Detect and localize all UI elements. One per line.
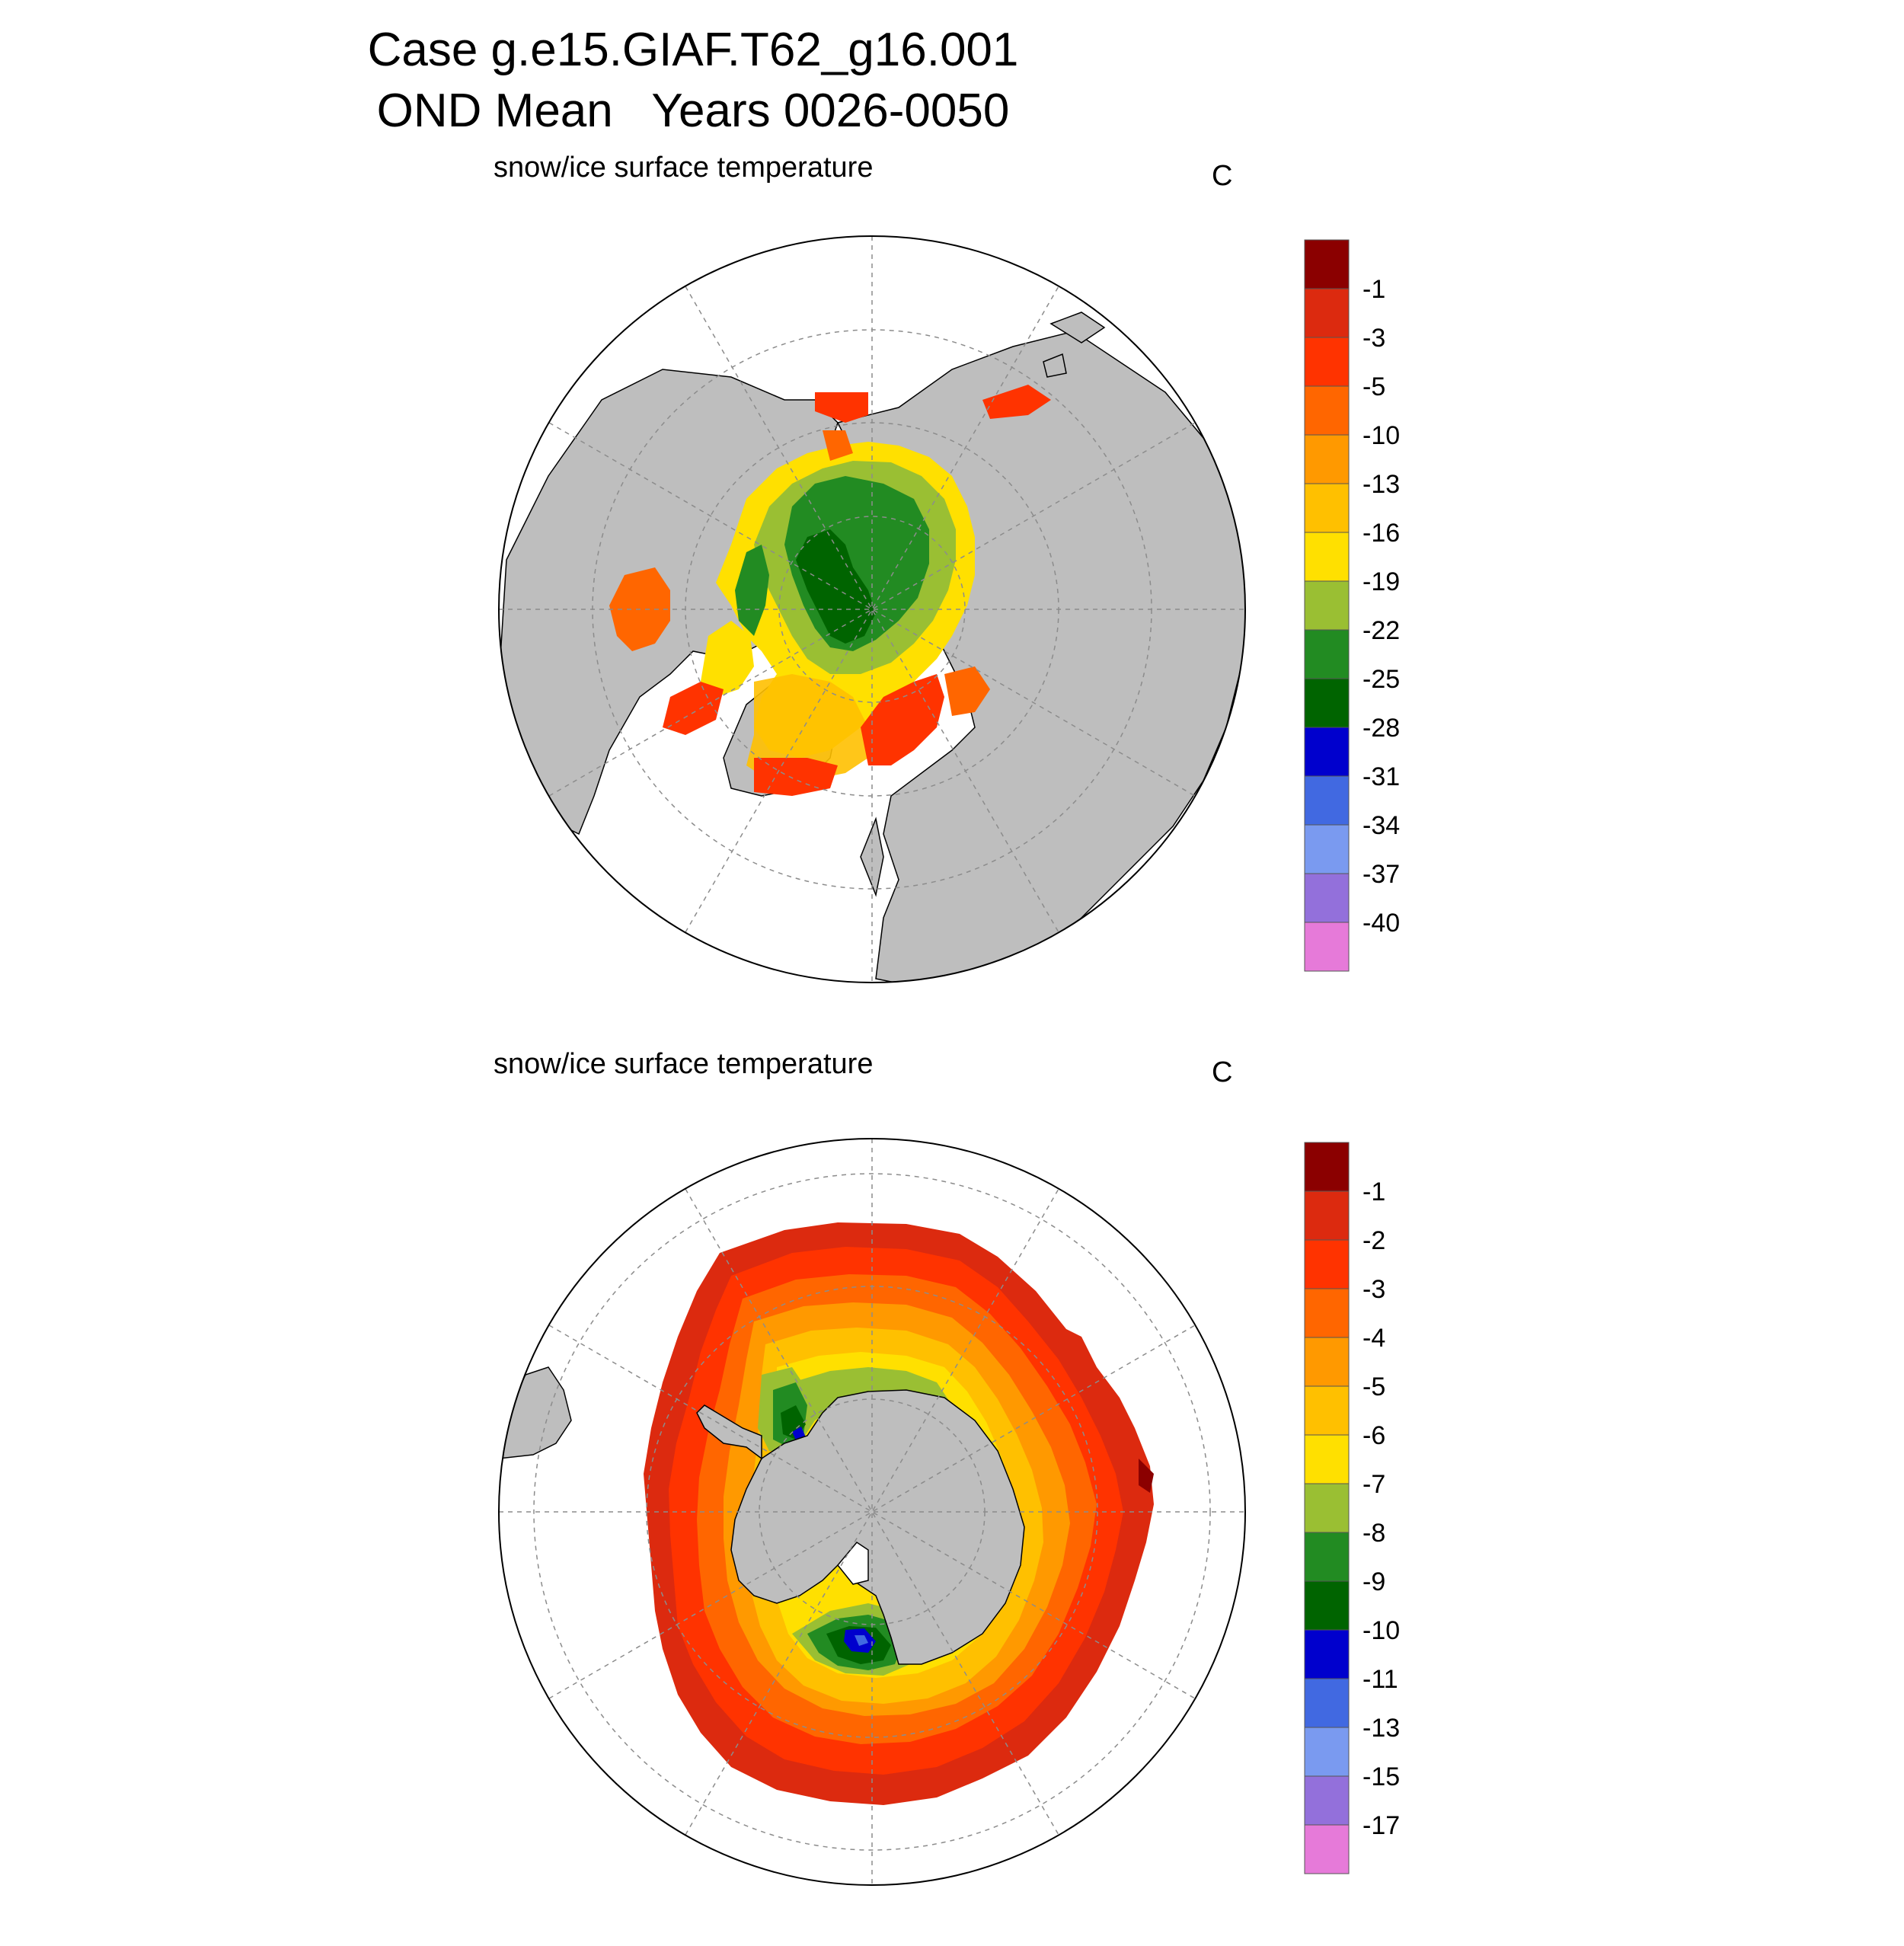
colorbar-swatch bbox=[1304, 678, 1350, 728]
graticule-south bbox=[499, 1139, 1245, 1885]
sea-ice-field-north bbox=[609, 385, 1051, 796]
colorbar-swatch bbox=[1304, 337, 1350, 387]
colorbar-swatch bbox=[1304, 1483, 1350, 1533]
colorbar-label: -13 bbox=[1363, 470, 1400, 499]
colorbar-label: -7 bbox=[1363, 1470, 1385, 1499]
colorbar-swatch bbox=[1304, 434, 1350, 484]
colorbar-swatch bbox=[1304, 824, 1350, 874]
colorbar-swatch bbox=[1304, 1239, 1350, 1289]
colorbar-label: -2 bbox=[1363, 1226, 1385, 1255]
colorbar-swatch bbox=[1304, 385, 1350, 436]
colorbar-label: -15 bbox=[1363, 1762, 1400, 1791]
map-boundary-south bbox=[498, 1138, 1246, 1886]
colorbar-swatch bbox=[1304, 1580, 1350, 1631]
colorbar-swatch bbox=[1304, 1727, 1350, 1777]
colorbar-label: -19 bbox=[1363, 567, 1400, 596]
colorbar-label: -4 bbox=[1363, 1324, 1385, 1353]
colorbar-swatch bbox=[1304, 483, 1350, 533]
colorbar-label: -8 bbox=[1363, 1519, 1385, 1548]
colorbar-label: -25 bbox=[1363, 665, 1400, 694]
colorbar-north: -1 -3 -5 -10 -13 -16 -19 -22 -25 -28 -31 -34 -37 -40 bbox=[1304, 239, 1400, 972]
colorbar-label: -9 bbox=[1363, 1567, 1385, 1596]
colorbar-label: -5 bbox=[1363, 372, 1385, 401]
colorbar-swatch bbox=[1304, 1142, 1350, 1192]
colorbar-swatch bbox=[1304, 1678, 1350, 1728]
colorbar-label: -6 bbox=[1363, 1421, 1385, 1450]
colorbar-label: -17 bbox=[1363, 1811, 1400, 1840]
colorbar-label: -31 bbox=[1363, 762, 1400, 791]
colorbar-label: -1 bbox=[1363, 275, 1385, 304]
colorbar-swatch bbox=[1304, 629, 1350, 679]
graticule-north bbox=[499, 236, 1245, 983]
colorbar-swatch bbox=[1304, 1434, 1350, 1484]
units-label-south: C bbox=[1212, 1056, 1233, 1088]
colorbar-label: -10 bbox=[1363, 1616, 1400, 1645]
colorbar-swatch bbox=[1304, 1629, 1350, 1679]
colorbar-swatch bbox=[1304, 288, 1350, 338]
units-label-north: C bbox=[1212, 160, 1233, 192]
land-south bbox=[499, 1366, 1025, 1665]
colorbar-label: -16 bbox=[1363, 519, 1400, 548]
colorbar-label: -5 bbox=[1363, 1372, 1385, 1401]
colorbar-swatch bbox=[1304, 1385, 1350, 1436]
main-title-period: OND Mean Years 0026-0050 bbox=[376, 85, 1010, 137]
colorbar-swatch bbox=[1304, 1337, 1350, 1387]
colorbar-swatch bbox=[1304, 1532, 1350, 1582]
colorbar-label: -22 bbox=[1363, 616, 1400, 645]
colorbar-label: -37 bbox=[1363, 860, 1400, 889]
colorbar-label: -10 bbox=[1363, 421, 1400, 450]
colorbar-swatch bbox=[1304, 1775, 1350, 1826]
colorbar-swatch bbox=[1304, 580, 1350, 631]
colorbar-label: -13 bbox=[1363, 1714, 1400, 1743]
colorbar-label: -3 bbox=[1363, 1275, 1385, 1304]
colorbar-swatch bbox=[1304, 239, 1350, 289]
colorbar-swatch bbox=[1304, 1824, 1350, 1874]
colorbar-label: -3 bbox=[1363, 324, 1385, 353]
colorbar-swatch bbox=[1304, 727, 1350, 777]
field-label-south: snow/ice surface temperature bbox=[494, 1048, 874, 1080]
colorbar-swatch bbox=[1304, 922, 1350, 972]
colorbar-swatch bbox=[1304, 1288, 1350, 1338]
colorbar-south: -1 -2 -3 -4 -5 -6 -7 -8 -9 -10 -11 -13 -15 -17 bbox=[1304, 1142, 1400, 1874]
panel-south: snow/ice surface temperature C bbox=[0, 1047, 1904, 1946]
colorbar-swatch bbox=[1304, 532, 1350, 582]
colorbar-label: -34 bbox=[1363, 811, 1400, 840]
colorbar-label: -28 bbox=[1363, 714, 1400, 743]
map-boundary-north bbox=[498, 235, 1246, 983]
colorbar-swatch bbox=[1304, 775, 1350, 826]
colorbar-swatch bbox=[1304, 1190, 1350, 1241]
field-label-north: snow/ice surface temperature bbox=[494, 152, 874, 184]
colorbar-swatch bbox=[1304, 873, 1350, 923]
colorbar-label: -40 bbox=[1363, 909, 1400, 938]
polar-map-south: -1 -2 -3 -4 -5 -6 -7 -8 -9 -10 -11 -13 -15 -17 bbox=[498, 1138, 1400, 1886]
polar-map-north: -1 -3 -5 -10 -13 -16 -19 -22 -25 -28 -31 -34 -37 -40 bbox=[498, 235, 1400, 983]
panel-north: snow/ice surface temperature C bbox=[0, 149, 1904, 1047]
colorbar-label: -1 bbox=[1363, 1178, 1385, 1206]
main-title-case: Case g.e15.GIAF.T62_g16.001 bbox=[367, 24, 1019, 76]
colorbar-label: -11 bbox=[1363, 1665, 1398, 1694]
